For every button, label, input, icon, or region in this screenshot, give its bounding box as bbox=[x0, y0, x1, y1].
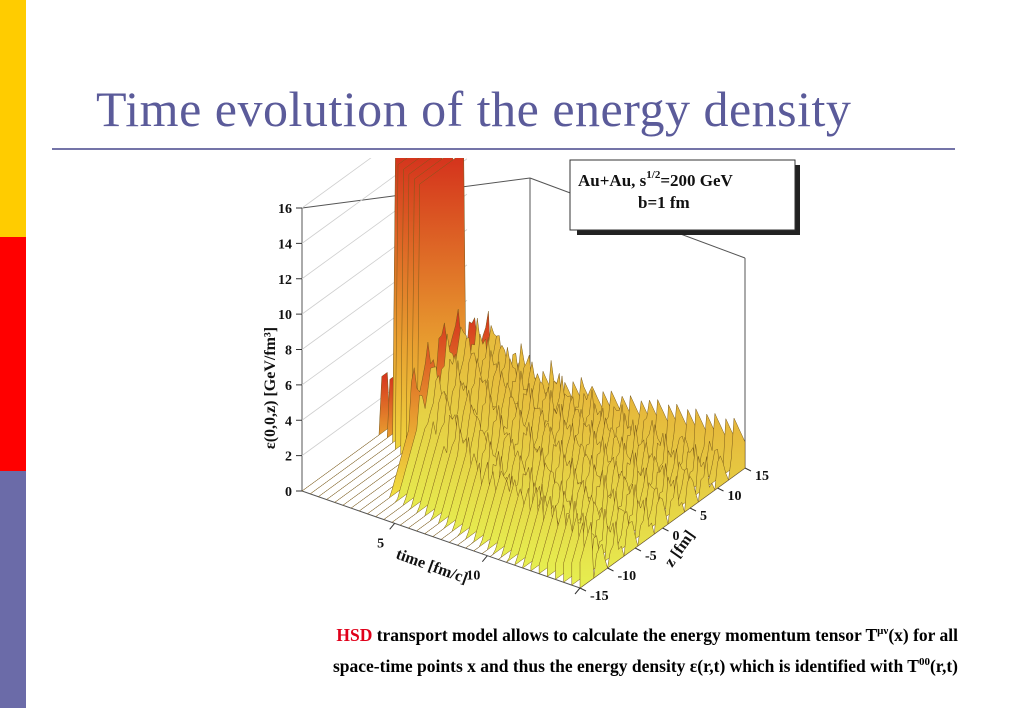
legend-text-line1: Au+Au, s1/2=200 GeV bbox=[578, 169, 734, 190]
zpos-tick-mark bbox=[607, 567, 614, 572]
time-tick-mark bbox=[481, 555, 488, 562]
z-tick-label: 16 bbox=[278, 202, 292, 217]
caption-line2-end: (r,t) bbox=[929, 655, 958, 676]
energy-density-surface-plot: Au+Au, s1/2=200 GeV b=1 fm 0 2 4 6 8 10 12 14 16… bbox=[262, 158, 800, 603]
side-bar-red bbox=[0, 237, 26, 471]
z-axis-title: ε(0,0,z) [GeV/fm³] bbox=[262, 327, 279, 449]
z-tick-label: 0 bbox=[285, 485, 292, 500]
zpos-tick-label: -15 bbox=[590, 589, 609, 603]
zpos-tick-mark bbox=[744, 467, 752, 472]
z-tick-label: 2 bbox=[285, 450, 292, 465]
zpos-tick-label: 0 bbox=[673, 529, 680, 544]
time-tick-label: 15 bbox=[559, 601, 573, 603]
zpos-tick-label: -5 bbox=[645, 549, 657, 564]
time-tick-mark bbox=[574, 587, 581, 595]
hsd-label: HSD bbox=[336, 624, 373, 645]
surface-ridge bbox=[563, 413, 729, 583]
z-tick-label: 10 bbox=[278, 308, 292, 323]
grid-line-level bbox=[301, 158, 421, 244]
zpos-tick-mark bbox=[579, 587, 587, 592]
zpos-tick-label: -10 bbox=[618, 569, 637, 584]
zpos-tick-mark bbox=[689, 507, 697, 512]
side-bar-yellow bbox=[0, 0, 26, 237]
slide-title: Time evolution of the energy density bbox=[96, 81, 852, 137]
zpos-tick-mark bbox=[662, 527, 669, 532]
z-position-axis-title: z [fm] bbox=[661, 527, 698, 570]
legend-frame bbox=[569, 159, 796, 231]
caption-line1-end: (x) for all bbox=[888, 624, 958, 645]
slide-caption: HSD transport model allows to calculate … bbox=[60, 618, 958, 680]
zpos-tick-label: 15 bbox=[755, 469, 769, 484]
caption-line2: space-time points x and thus the energy … bbox=[332, 655, 919, 676]
grid-line-level bbox=[301, 158, 372, 209]
title-underline bbox=[52, 148, 955, 150]
surface-ridges bbox=[301, 158, 746, 589]
zpos-tick-label: 5 bbox=[700, 509, 707, 524]
legend-box: Au+Au, s1/2=200 GeV b=1 fm bbox=[569, 159, 800, 235]
time-axis-title: time [fm/c] bbox=[394, 546, 470, 588]
z-tick-label: 12 bbox=[278, 273, 292, 288]
time-tick-label: 5 bbox=[377, 536, 384, 551]
zpos-tick-mark bbox=[634, 547, 642, 552]
z-tick-label: 6 bbox=[285, 379, 292, 394]
caption-line1: transport model allows to calculate the … bbox=[372, 624, 878, 645]
time-tick-label: 10 bbox=[466, 569, 480, 584]
caption-sup-munu: μν bbox=[877, 625, 889, 637]
z-tick-label: 14 bbox=[278, 237, 292, 252]
caption-sup-00: 00 bbox=[918, 655, 930, 668]
side-bar-blue bbox=[0, 471, 26, 708]
time-tick-mark bbox=[389, 523, 396, 530]
zpos-tick-label: 10 bbox=[728, 489, 742, 504]
zpos-tick-mark bbox=[717, 487, 724, 492]
z-tick-label: 4 bbox=[285, 414, 292, 429]
surface-ridge bbox=[579, 417, 746, 589]
legend-text-line2: b=1 fm bbox=[638, 193, 690, 212]
z-tick-label: 8 bbox=[285, 344, 292, 359]
